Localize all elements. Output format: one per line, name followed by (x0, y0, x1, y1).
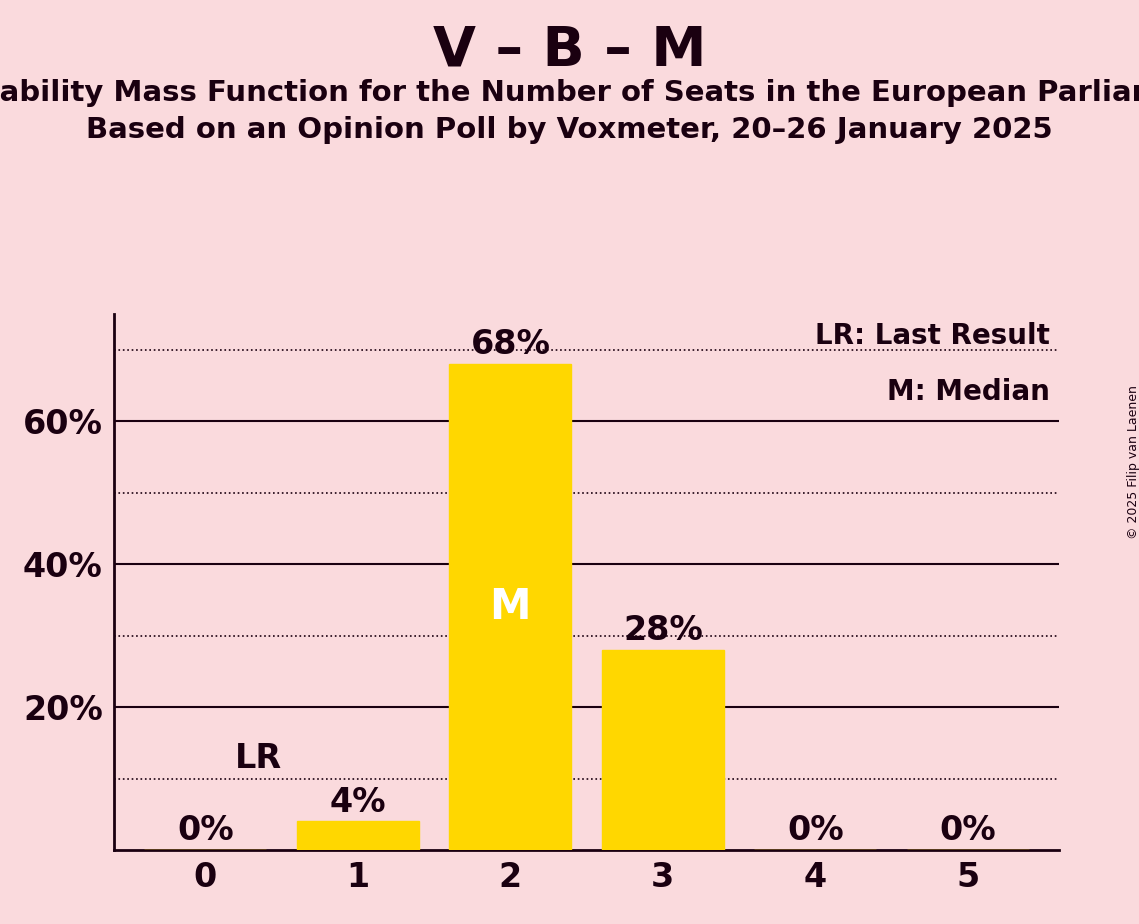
Text: M: Median: M: Median (887, 379, 1050, 407)
Text: 0%: 0% (787, 814, 844, 847)
Bar (297, 821, 419, 850)
Text: 28%: 28% (623, 614, 703, 647)
Text: Based on an Opinion Poll by Voxmeter, 20–26 January 2025: Based on an Opinion Poll by Voxmeter, 20… (87, 116, 1052, 143)
Bar (450, 364, 572, 850)
Text: 0%: 0% (940, 814, 997, 847)
Text: 4%: 4% (329, 785, 386, 819)
Text: 68%: 68% (470, 328, 550, 361)
Text: © 2025 Filip van Laenen: © 2025 Filip van Laenen (1126, 385, 1139, 539)
Text: 0%: 0% (177, 814, 233, 847)
Bar (601, 650, 723, 850)
Text: V – B – M: V – B – M (433, 23, 706, 77)
Text: LR: Last Result: LR: Last Result (814, 322, 1050, 350)
Text: Probability Mass Function for the Number of Seats in the European Parliament: Probability Mass Function for the Number… (0, 79, 1139, 106)
Text: M: M (490, 586, 531, 628)
Text: LR: LR (235, 742, 282, 775)
